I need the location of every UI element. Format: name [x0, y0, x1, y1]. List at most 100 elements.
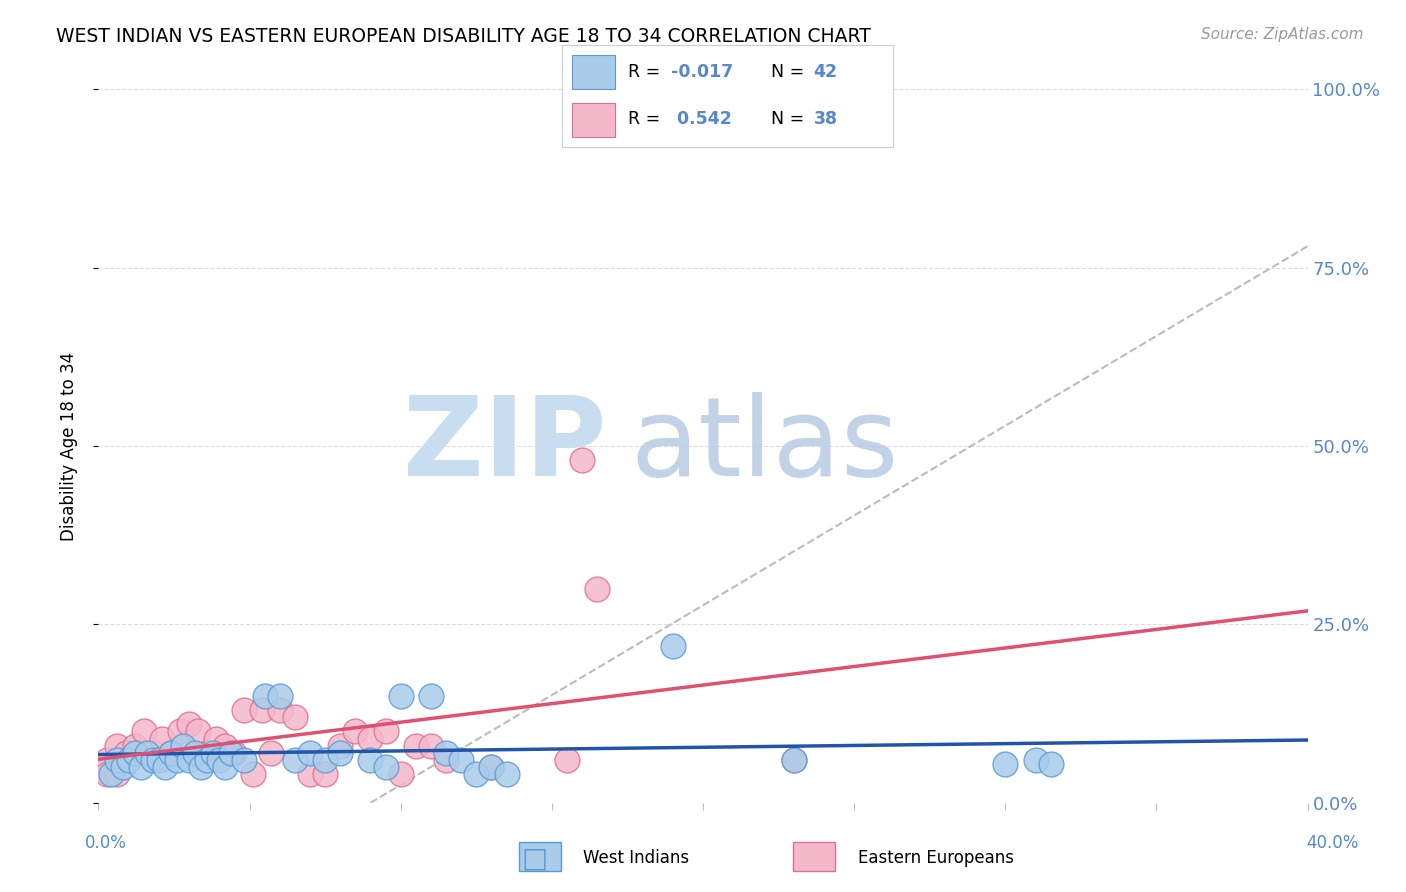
Point [299, 767, 322, 781]
Point [205, 731, 228, 746]
Point [242, 767, 264, 781]
Point [555, 753, 578, 767]
Text: -0.017: -0.017 [672, 63, 734, 81]
Point [96, 753, 118, 767]
Point [329, 739, 352, 753]
Point [124, 739, 146, 753]
Point [420, 739, 443, 753]
Point [284, 710, 307, 724]
Text: N =: N = [770, 111, 810, 128]
Text: N =: N = [770, 63, 810, 81]
Point [135, 746, 157, 760]
Point [111, 760, 134, 774]
Point [195, 746, 218, 760]
Point [114, 746, 136, 760]
Point [214, 760, 236, 774]
Y-axis label: Disability Age 18 to 34: Disability Age 18 to 34 [59, 351, 77, 541]
Point [360, 753, 382, 767]
Text: 38: 38 [814, 111, 838, 128]
Bar [793, 842, 835, 871]
Point [994, 756, 1017, 771]
Point [434, 746, 457, 760]
Point [160, 746, 183, 760]
Point [783, 753, 806, 767]
Point [190, 760, 212, 774]
Point [172, 739, 194, 753]
Point [1039, 756, 1062, 771]
Text: West Indians: West Indians [583, 849, 689, 867]
Text: Eastern Europeans: Eastern Europeans [858, 849, 1014, 867]
Point [153, 760, 176, 774]
Bar [572, 103, 616, 137]
Point [374, 724, 396, 739]
Point [214, 739, 236, 753]
Point [232, 703, 254, 717]
Point [208, 753, 231, 767]
Point [314, 753, 336, 767]
Point [253, 689, 276, 703]
Point [105, 753, 128, 767]
Point [195, 753, 218, 767]
Text: R =: R = [628, 111, 666, 128]
Point [420, 689, 443, 703]
Point [481, 760, 503, 774]
Point [299, 746, 322, 760]
Point [783, 753, 806, 767]
Point [571, 453, 593, 467]
Point [450, 753, 472, 767]
Point [202, 746, 225, 760]
Point [187, 724, 209, 739]
Point [124, 746, 146, 760]
Text: R =: R = [628, 63, 666, 81]
Point [105, 767, 128, 781]
Point [389, 689, 412, 703]
Point [100, 767, 122, 781]
Point [142, 746, 165, 760]
Point [129, 760, 152, 774]
Point [184, 746, 207, 760]
Point [250, 703, 273, 717]
Point [160, 746, 183, 760]
Point [260, 746, 283, 760]
Point [148, 753, 170, 767]
Text: 40.0%: 40.0% [1306, 834, 1360, 852]
Text: ZIP: ZIP [404, 392, 606, 500]
Point [495, 767, 517, 781]
Point [374, 760, 396, 774]
Text: atlas: atlas [630, 392, 898, 500]
Point [179, 753, 201, 767]
Bar [519, 842, 561, 871]
Point [329, 746, 352, 760]
Point [1024, 753, 1046, 767]
Text: Source: ZipAtlas.com: Source: ZipAtlas.com [1201, 27, 1364, 42]
Text: 0.542: 0.542 [672, 111, 733, 128]
Point [481, 760, 503, 774]
Bar [572, 55, 616, 88]
Point [344, 724, 367, 739]
Text: WEST INDIAN VS EASTERN EUROPEAN DISABILITY AGE 18 TO 34 CORRELATION CHART: WEST INDIAN VS EASTERN EUROPEAN DISABILI… [56, 27, 872, 45]
Point [221, 746, 243, 760]
Text: □: □ [522, 844, 547, 872]
Point [465, 767, 488, 781]
Point [389, 767, 412, 781]
Text: 0.0%: 0.0% [84, 834, 127, 852]
Point [105, 739, 128, 753]
Point [269, 703, 291, 717]
Point [132, 724, 155, 739]
Point [434, 753, 457, 767]
Point [179, 717, 201, 731]
Point [232, 753, 254, 767]
Point [405, 739, 427, 753]
Point [224, 746, 246, 760]
Point [96, 767, 118, 781]
Point [662, 639, 685, 653]
Point [314, 767, 336, 781]
Point [118, 753, 141, 767]
Point [150, 731, 173, 746]
Point [586, 582, 609, 596]
Point [269, 689, 291, 703]
Point [169, 724, 191, 739]
Point [142, 753, 165, 767]
Point [166, 753, 188, 767]
Point [284, 753, 307, 767]
